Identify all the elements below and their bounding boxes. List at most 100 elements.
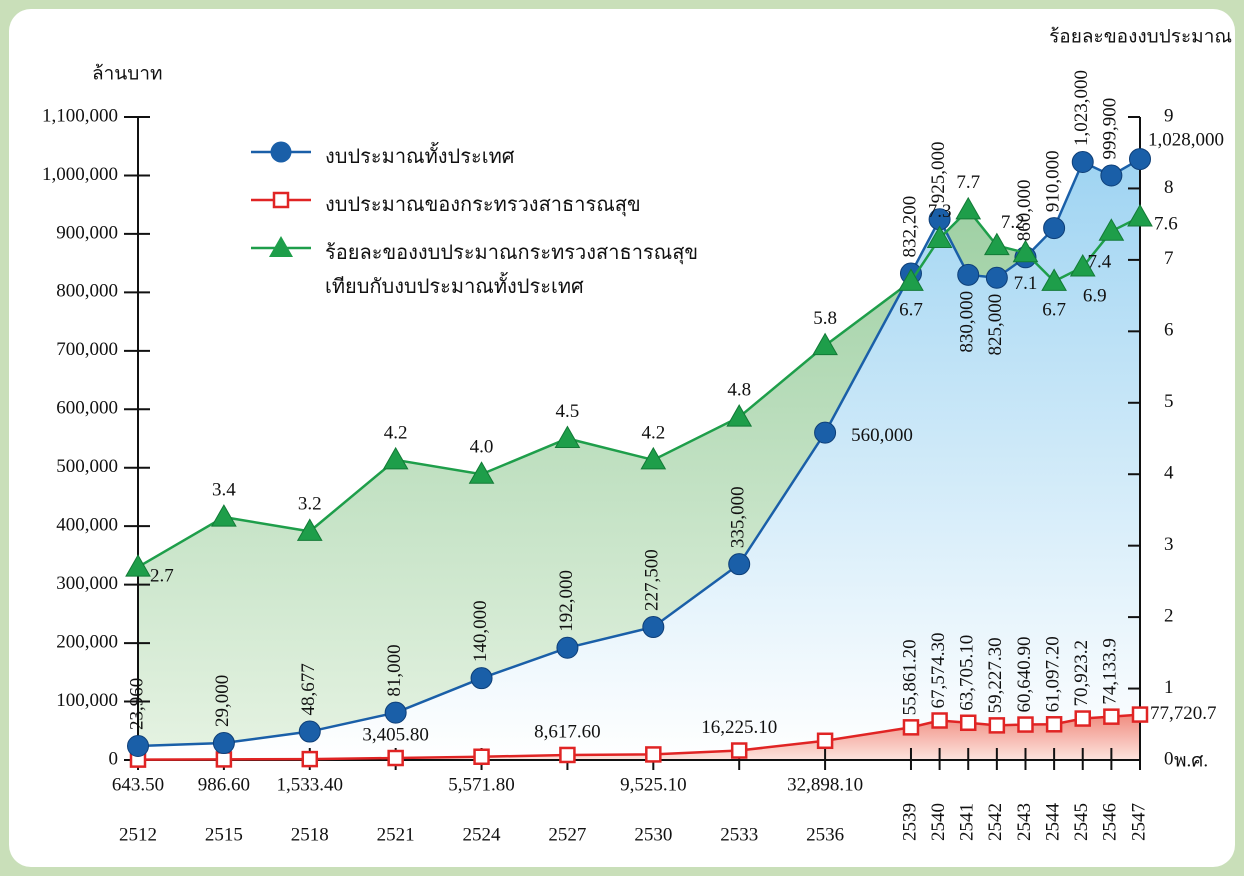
y-tick-label: 900,000 <box>56 222 118 243</box>
point <box>212 732 235 755</box>
data-label: 23,960 <box>126 678 147 730</box>
data-label: 1,023,000 <box>1071 70 1092 146</box>
x-tick-label: 2518 <box>291 824 329 845</box>
x-tick-label: 2546 <box>1100 803 1121 841</box>
point <box>127 734 149 757</box>
x-tick-label: 2540 <box>928 803 949 841</box>
point <box>384 701 407 724</box>
data-label: 643.50 <box>112 774 164 795</box>
legend: งบประมาณทั้งประเทศ งบประมาณของกระทรวงสาธา… <box>245 132 765 298</box>
point <box>1131 706 1149 723</box>
point <box>898 268 924 291</box>
x-tick-label: 2524 <box>463 824 502 845</box>
point <box>640 446 667 470</box>
y-axis-label: ล้านบาท <box>92 63 163 84</box>
data-label: 8,617.60 <box>534 721 601 742</box>
legend-marker <box>251 191 311 209</box>
point <box>301 750 319 768</box>
data-label: 832,200 <box>899 196 920 258</box>
y2-tick-label: 0 <box>1164 748 1174 769</box>
data-label: 9,525.10 <box>620 774 687 795</box>
data-label: 77,720.7 <box>1150 703 1217 724</box>
data-label: 60,640.90 <box>1014 637 1035 713</box>
y-tick-label: 100,000 <box>56 690 118 711</box>
data-label: 7.4 <box>1087 252 1111 273</box>
data-label: 4.2 <box>641 422 665 443</box>
point <box>959 714 977 732</box>
x-tick-label: 2521 <box>377 824 415 845</box>
point <box>1069 254 1096 277</box>
point <box>211 504 237 527</box>
data-label: 6.7 <box>899 300 923 321</box>
point <box>1129 148 1151 171</box>
x-tick-label: 2545 <box>1071 803 1092 841</box>
y2-tick-label: 9 <box>1164 105 1174 126</box>
legend-item: ร้อยละของงบประมาณกระทรวงสาธารณสุข เทียบก… <box>245 228 765 298</box>
x-tick-label: 2541 <box>957 803 978 841</box>
data-label: 4.2 <box>384 422 408 443</box>
data-label: 6.7 <box>1042 300 1066 321</box>
area <box>138 714 1140 760</box>
data-label: 140,000 <box>470 600 491 662</box>
data-label: 7.1 <box>1014 273 1038 294</box>
data-label: 7.6 <box>1154 213 1178 234</box>
data-label: 16,225.10 <box>701 717 777 738</box>
legend-label: ร้อยละของงบประมาณกระทรวงสาธารณสุข เทียบก… <box>325 242 699 298</box>
y2-tick-label: 7 <box>1164 248 1174 269</box>
x-tick-label: 2527 <box>548 824 586 845</box>
data-label: 7.2 <box>1001 212 1025 233</box>
data-label: 910,000 <box>1042 150 1063 212</box>
x-tick-label: 2547 <box>1128 803 1149 841</box>
x-tick-label: 2543 <box>1014 803 1035 841</box>
point <box>1012 239 1039 263</box>
data-label: 70,923.2 <box>1071 640 1092 707</box>
data-label: 3,405.80 <box>362 724 429 745</box>
y-tick-label: 300,000 <box>56 573 118 594</box>
point <box>298 720 321 743</box>
data-label: 5,571.80 <box>448 774 515 795</box>
point <box>387 749 404 767</box>
data-label: 560,000 <box>851 425 913 446</box>
point <box>931 712 948 729</box>
data-label: 1,533.40 <box>277 774 344 795</box>
data-label: 32,898.10 <box>787 774 863 795</box>
data-label: 999,900 <box>1100 98 1121 160</box>
point <box>983 232 1010 256</box>
data-label: 335,000 <box>728 486 749 548</box>
data-label: 4.5 <box>556 401 580 422</box>
y-tick-label: 500,000 <box>56 456 118 477</box>
point <box>470 667 493 690</box>
y2-tick-label: 5 <box>1164 391 1174 412</box>
data-label: 55,861.20 <box>899 639 920 715</box>
x-tick-label: 2530 <box>634 824 672 845</box>
data-label: 7.3 <box>928 201 952 222</box>
x-axis-label: พ.ศ. <box>1174 750 1208 771</box>
legend-marker <box>251 236 311 257</box>
y-tick-label: 0 <box>109 748 119 769</box>
data-label: 81,000 <box>384 644 405 696</box>
data-label: 7.7 <box>956 172 980 193</box>
data-label: 192,000 <box>556 570 577 632</box>
point <box>902 719 920 736</box>
point <box>814 421 837 444</box>
point <box>642 616 665 639</box>
y2-tick-label: 8 <box>1164 177 1174 198</box>
y-tick-label: 1,000,000 <box>42 164 118 185</box>
line <box>137 158 1141 748</box>
areas <box>138 159 1140 760</box>
point <box>382 446 409 470</box>
data-label: 6.9 <box>1083 285 1107 306</box>
point <box>955 196 982 220</box>
y-tick-label: 400,000 <box>56 515 118 536</box>
point <box>554 425 581 448</box>
y2-tick-label: 2 <box>1164 605 1174 626</box>
x-tick-label: 2512 <box>119 824 157 845</box>
data-label: 4.8 <box>727 379 751 400</box>
point <box>1100 164 1123 187</box>
point <box>728 553 751 576</box>
y2-axis-label: ร้อยละของงบประมาณ <box>1049 26 1232 47</box>
point <box>1074 710 1091 727</box>
point <box>816 732 834 750</box>
data-label: 830,000 <box>957 291 978 353</box>
point <box>473 748 490 765</box>
